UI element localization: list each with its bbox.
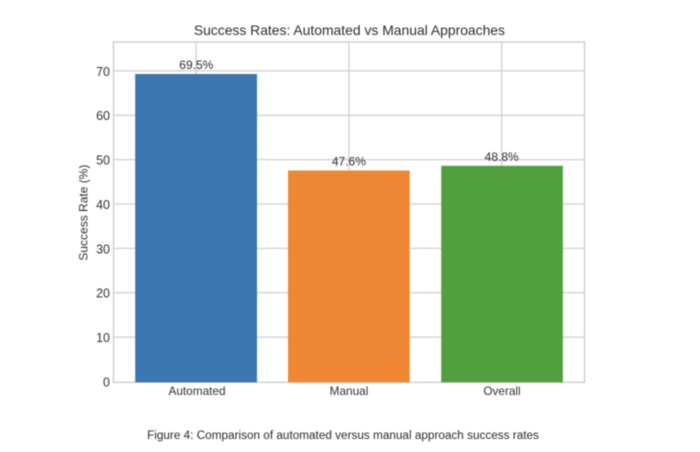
svg-text:50: 50: [96, 154, 110, 168]
svg-text:Overall: Overall: [483, 384, 520, 398]
svg-text:60: 60: [96, 109, 110, 123]
svg-text:Success Rates: Automated vs Ma: Success Rates: Automated vs Manual Appro…: [194, 22, 505, 38]
svg-text:Success Rate (%): Success Rate (%): [77, 165, 91, 261]
svg-text:40: 40: [96, 198, 110, 212]
svg-text:20: 20: [96, 287, 110, 301]
svg-text:Automated: Automated: [168, 384, 225, 398]
svg-text:30: 30: [96, 242, 110, 256]
svg-text:48.8%: 48.8%: [485, 150, 519, 164]
svg-text:70: 70: [96, 65, 110, 79]
svg-text:47.6%: 47.6%: [332, 155, 366, 169]
svg-text:Manual: Manual: [330, 384, 369, 398]
svg-text:10: 10: [96, 331, 110, 345]
svg-text:69.5%: 69.5%: [179, 58, 213, 72]
svg-text:Figure 4: Comparison of automa: Figure 4: Comparison of automated versus…: [147, 429, 539, 442]
svg-text:0: 0: [103, 376, 110, 390]
